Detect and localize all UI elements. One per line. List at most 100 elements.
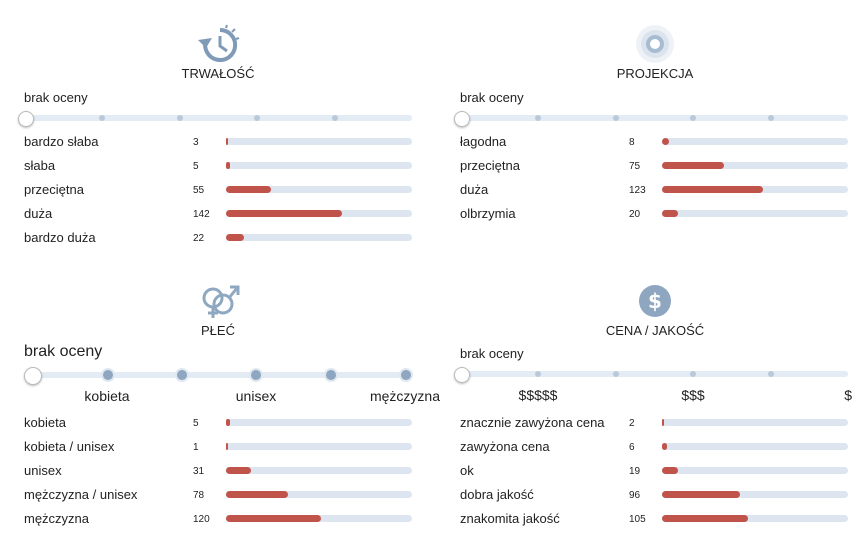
row-label: mężczyzna xyxy=(24,511,90,526)
bar-track xyxy=(226,186,412,193)
vote-count: 96 xyxy=(629,490,641,501)
scale-label: $$$ xyxy=(681,387,705,403)
row-label: duża xyxy=(460,182,489,197)
row-label: przeciętna xyxy=(460,158,520,173)
vote-bar xyxy=(226,210,343,217)
row-label: znacznie zawyżona cena xyxy=(460,415,605,430)
row-label: bardzo duża xyxy=(24,230,96,245)
row-label: zawyżona cena xyxy=(460,439,550,454)
section-title: PŁEĆ xyxy=(201,323,235,338)
vote-count: 6 xyxy=(629,442,635,453)
vote-count: 75 xyxy=(629,161,641,172)
scale-label: kobieta xyxy=(84,388,130,404)
vote-bar xyxy=(226,491,288,498)
bar-track xyxy=(226,234,412,241)
bar-track xyxy=(662,491,848,498)
vote-bar xyxy=(226,186,272,193)
slider-dot xyxy=(535,371,541,377)
section-title: CENA / JAKOŚĆ xyxy=(605,323,705,338)
slider-dot xyxy=(690,115,696,121)
slider-knob[interactable] xyxy=(454,367,470,383)
vote-count: 78 xyxy=(193,490,205,501)
gender-icon xyxy=(202,285,240,318)
row-label: kobieta / unisex xyxy=(24,439,115,454)
vote-count: 3 xyxy=(193,137,199,148)
row-label: mężczyzna / unisex xyxy=(24,487,138,502)
scale-label: unisex xyxy=(235,388,277,404)
bar-track xyxy=(226,162,412,169)
bar-track xyxy=(226,419,412,426)
vote-bar xyxy=(226,467,251,474)
slider-dot xyxy=(535,115,541,121)
slider-dot xyxy=(177,115,183,121)
slider-dot xyxy=(768,371,774,377)
sillage-icon xyxy=(636,25,674,63)
vote-bar xyxy=(662,138,669,145)
longevity-icon xyxy=(198,24,240,62)
vote-count: 105 xyxy=(629,514,646,525)
vote-bar xyxy=(226,515,321,522)
bar-track xyxy=(662,419,848,426)
vote-count: 8 xyxy=(629,137,635,148)
vote-count: 5 xyxy=(193,161,199,172)
vote-bar xyxy=(662,419,664,426)
slider-knob[interactable] xyxy=(18,111,34,127)
vote-count: 2 xyxy=(629,418,635,429)
vote-count: 5 xyxy=(193,418,199,429)
vote-bar xyxy=(662,443,667,450)
bar-track xyxy=(662,443,848,450)
svg-text:$: $ xyxy=(648,289,662,313)
vote-bar xyxy=(662,515,748,522)
slider-dot xyxy=(177,370,187,380)
slider-dot xyxy=(254,115,260,121)
vote-bar xyxy=(226,419,230,426)
bar-track xyxy=(226,467,412,474)
row-label: ok xyxy=(460,463,474,478)
slider-dot xyxy=(251,370,261,380)
slider-dot xyxy=(613,115,619,121)
vote-bar xyxy=(662,491,741,498)
row-label: przeciętna xyxy=(24,182,84,197)
slider-dot xyxy=(768,115,774,121)
row-label: dobra jakość xyxy=(460,487,534,502)
vote-bar xyxy=(226,162,231,169)
bar-track xyxy=(226,491,412,498)
slider-label: brak oceny xyxy=(460,346,524,361)
slider-dot xyxy=(332,115,338,121)
slider-knob[interactable] xyxy=(24,367,42,385)
slider-knob[interactable] xyxy=(454,111,470,127)
vote-bar xyxy=(226,138,229,145)
row-label: znakomita jakość xyxy=(460,511,560,526)
vote-bar xyxy=(662,162,724,169)
vote-bar xyxy=(662,186,764,193)
slider-track xyxy=(24,115,412,121)
slider-dot xyxy=(690,371,696,377)
row-label: łagodna xyxy=(460,134,507,149)
vote-count: 142 xyxy=(193,209,210,220)
bar-track xyxy=(662,162,848,169)
bar-track xyxy=(226,443,412,450)
slider-dot xyxy=(103,370,113,380)
vote-count: 20 xyxy=(629,209,641,220)
vote-bar xyxy=(226,443,228,450)
scale-label: $ xyxy=(844,387,852,403)
vote-bar xyxy=(226,234,245,241)
scale-label: $$$$$ xyxy=(518,387,558,403)
price-icon: $ xyxy=(639,285,671,317)
section-title: PROJEKCJA xyxy=(616,66,694,81)
vote-count: 22 xyxy=(193,233,205,244)
vote-count: 19 xyxy=(629,466,641,477)
scale-label: mężczyzna xyxy=(369,388,440,404)
vote-count: 55 xyxy=(193,185,205,196)
vote-count: 120 xyxy=(193,514,210,525)
row-label: olbrzymia xyxy=(460,206,516,221)
row-label: unisex xyxy=(24,463,62,478)
slider-dot xyxy=(401,370,411,380)
vote-count: 1 xyxy=(193,442,199,453)
bar-track xyxy=(662,138,848,145)
vote-count: 31 xyxy=(193,466,205,477)
slider-track xyxy=(460,371,848,377)
slider-label: brak oceny xyxy=(460,90,524,105)
